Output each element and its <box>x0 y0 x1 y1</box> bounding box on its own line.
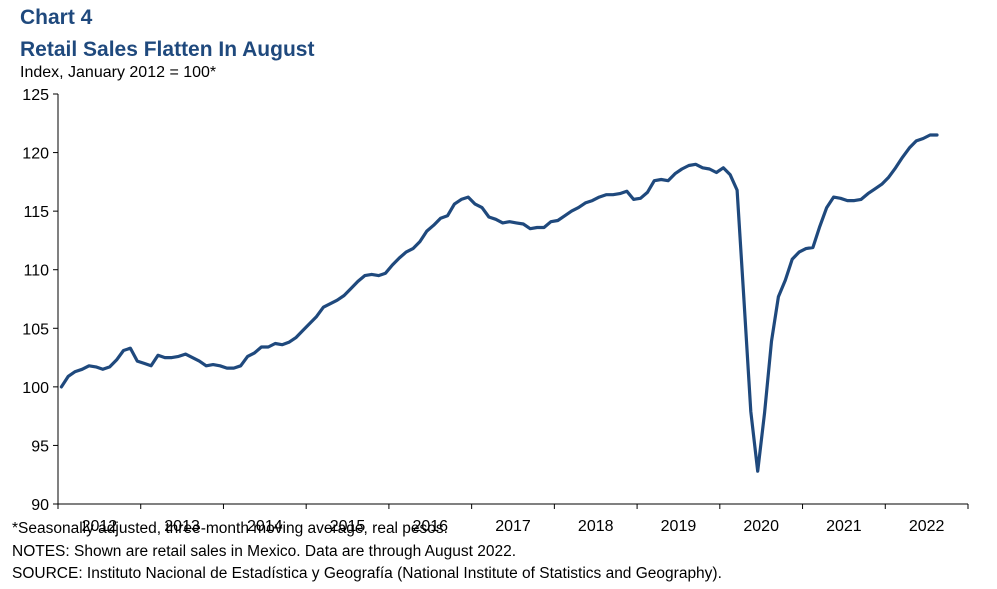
y-tick-label: 110 <box>23 263 49 280</box>
x-tick-label: 2022 <box>909 518 945 535</box>
chart-number: Chart 4 <box>20 6 93 29</box>
y-tick-label: 125 <box>22 87 49 104</box>
y-tick-label: 95 <box>31 438 49 455</box>
chart-series <box>59 133 939 473</box>
retail-sales-line <box>59 133 939 473</box>
x-tick-label: 2016 <box>412 518 448 535</box>
y-axis-label: Index, January 2012 = 100* <box>20 64 217 81</box>
x-tick-label: 2012 <box>82 518 118 535</box>
x-tick-label: 2019 <box>661 518 697 535</box>
x-tick-label: 2015 <box>330 518 366 535</box>
footnote: *Seasonally adjusted, three-month moving… <box>12 520 448 537</box>
y-tick-label: 105 <box>22 321 49 338</box>
y-tick-label: 115 <box>23 204 49 221</box>
x-tick-label: 2018 <box>578 518 614 535</box>
y-tick-label: 90 <box>31 497 49 514</box>
y-tick-label: 100 <box>22 380 49 397</box>
x-tick-label: 2014 <box>247 518 283 535</box>
source-text: SOURCE: Instituto Nacional de Estadístic… <box>12 565 722 582</box>
x-tick-label: 2021 <box>826 518 862 535</box>
chart-axes <box>57 94 968 505</box>
x-tick-label: 2020 <box>743 518 779 535</box>
x-tick-label: 2017 <box>495 518 531 535</box>
notes-text: NOTES: Shown are retail sales in Mexico.… <box>12 543 517 560</box>
chart-ticks: 90 95 100 105 110 115 120 125 2012 2013 2014 2015 20… <box>22 87 969 535</box>
x-tick-label: 2013 <box>164 518 200 535</box>
y-tick-label: 120 <box>22 146 49 163</box>
chart-title: Retail Sales Flatten In August <box>20 38 315 61</box>
